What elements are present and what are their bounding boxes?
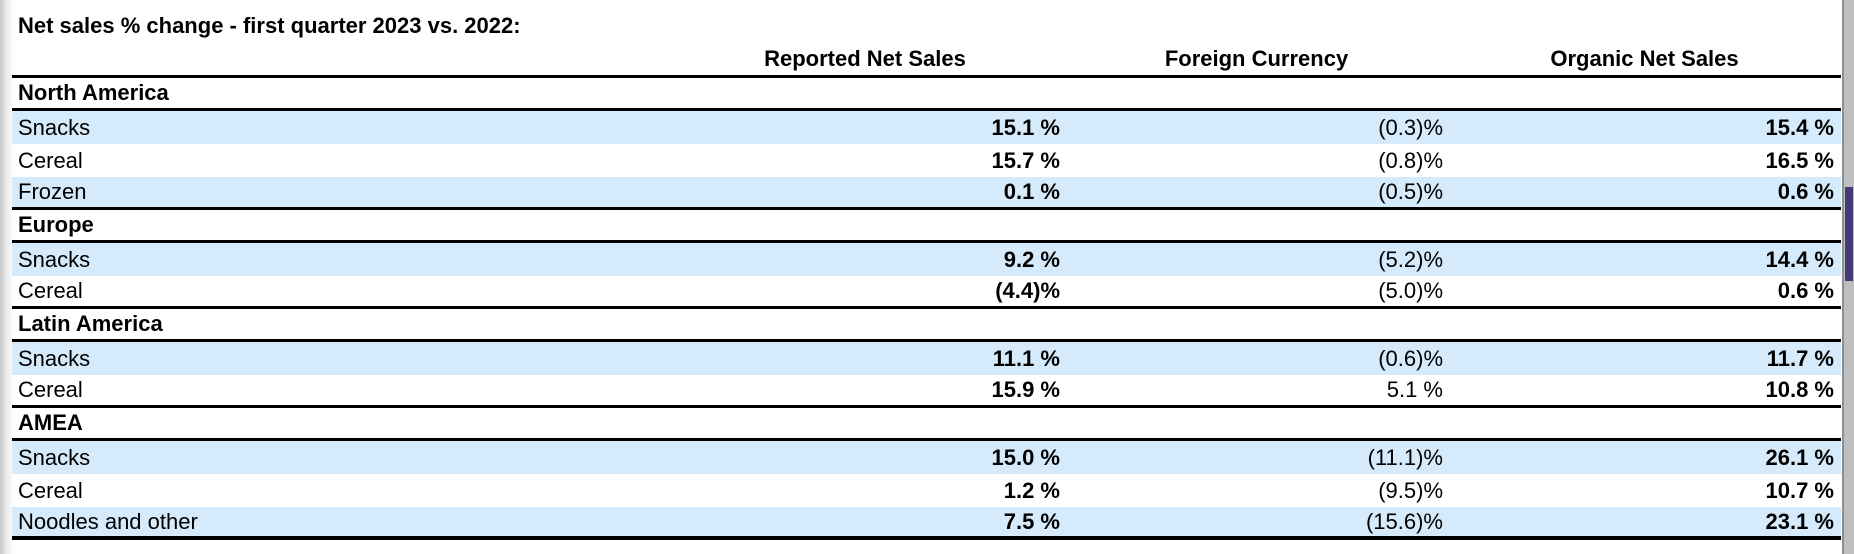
table-row: Cereal (4.4)% (5.0)% 0.6 % xyxy=(12,276,1841,309)
organic-net-sales-value: 26.1 % xyxy=(1765,444,1835,470)
reported-net-sales-value: 15.1 % xyxy=(991,114,1061,140)
net-sales-table: Reported Net Sales Foreign Currency Orga… xyxy=(12,42,1841,540)
reported-net-sales-value: 15.9 % xyxy=(991,377,1061,402)
foreign-currency-value: (5.0)% xyxy=(1378,278,1443,303)
foreign-currency-value: (0.8)% xyxy=(1378,147,1443,173)
table-row: Cereal 15.7 % (0.8)% 16.5 % xyxy=(12,144,1841,177)
row-label: Snacks xyxy=(18,246,91,272)
column-header-spacer xyxy=(12,42,665,75)
column-header-foreign-currency: Foreign Currency xyxy=(1164,46,1349,71)
table-row: Cereal 15.9 % 5.1 % 10.8 % xyxy=(12,375,1841,408)
table-row: Frozen 0.1 % (0.5)% 0.6 % xyxy=(12,177,1841,210)
row-label: Noodles and other xyxy=(18,508,198,534)
region-row: Europe xyxy=(12,210,1841,243)
row-label: Snacks xyxy=(18,114,91,140)
row-label: Cereal xyxy=(18,477,83,503)
reported-net-sales-value: 0.1 % xyxy=(1003,179,1060,204)
region-row: North America xyxy=(12,78,1841,111)
region-name: Europe xyxy=(18,212,94,237)
organic-net-sales-value: 0.6 % xyxy=(1777,278,1834,303)
reported-net-sales-value: 7.5 % xyxy=(1003,508,1060,534)
row-label: Cereal xyxy=(18,278,83,303)
reported-net-sales-value: 11.1 % xyxy=(992,345,1060,371)
reported-net-sales-value: 15.7 % xyxy=(991,147,1061,173)
reported-net-sales-value: 1.2 % xyxy=(1003,477,1060,503)
organic-net-sales-value: 14.4 % xyxy=(1765,246,1835,272)
row-label: Snacks xyxy=(18,345,91,371)
table-header-row: Reported Net Sales Foreign Currency Orga… xyxy=(12,42,1841,78)
organic-net-sales-value: 11.7 % xyxy=(1766,345,1834,371)
region-name: Latin America xyxy=(18,311,163,336)
row-label: Cereal xyxy=(18,147,83,173)
row-label: Frozen xyxy=(18,179,87,204)
column-header-organic-net-sales: Organic Net Sales xyxy=(1550,46,1739,71)
foreign-currency-value: 5.1 % xyxy=(1386,377,1443,402)
foreign-currency-value: (9.5)% xyxy=(1378,477,1443,503)
table-body: North America Snacks 15.1 % (0.3)% 15.4 % Cer… xyxy=(12,78,1841,540)
foreign-currency-value: (5.2)% xyxy=(1378,246,1443,272)
region-name: North America xyxy=(18,80,169,105)
region-row: Latin America xyxy=(12,309,1841,342)
row-label: Cereal xyxy=(18,377,83,402)
table-row: Snacks 15.0 % (11.1)% 26.1 % xyxy=(12,441,1841,474)
foreign-currency-value: (15.6)% xyxy=(1365,508,1443,534)
region-row: AMEA xyxy=(12,408,1841,441)
organic-net-sales-value: 15.4 % xyxy=(1765,114,1835,140)
foreign-currency-value: (0.5)% xyxy=(1378,179,1443,204)
foreign-currency-value: (0.6)% xyxy=(1378,345,1443,371)
row-label: Snacks xyxy=(18,444,91,470)
region-name: AMEA xyxy=(18,410,83,435)
table-row: Snacks 9.2 % (5.2)% 14.4 % xyxy=(12,243,1841,276)
foreign-currency-value: (0.3)% xyxy=(1378,114,1443,140)
table-row: Snacks 11.1 % (0.6)% 11.7 % xyxy=(12,342,1841,375)
organic-net-sales-value: 16.5 % xyxy=(1765,147,1835,173)
page-left-edge-shadow xyxy=(0,0,14,554)
foreign-currency-value: (11.1)% xyxy=(1367,444,1443,470)
organic-net-sales-value: 23.1 % xyxy=(1765,508,1835,534)
scrollbar-thumb[interactable] xyxy=(1845,187,1853,281)
table-title: Net sales % change - first quarter 2023 … xyxy=(18,13,521,38)
scrollbar-track[interactable] xyxy=(1842,0,1854,554)
organic-net-sales-value: 0.6 % xyxy=(1777,179,1834,204)
organic-net-sales-value: 10.7 % xyxy=(1765,477,1835,503)
reported-net-sales-value: 15.0 % xyxy=(991,444,1061,470)
table-row: Snacks 15.1 % (0.3)% 15.4 % xyxy=(12,111,1841,144)
table-row: Cereal 1.2 % (9.5)% 10.7 % xyxy=(12,474,1841,507)
reported-net-sales-value: 9.2 % xyxy=(1003,246,1060,272)
organic-net-sales-value: 10.8 % xyxy=(1765,377,1835,402)
table-row: Noodles and other 7.5 % (15.6)% 23.1 % xyxy=(12,507,1841,540)
reported-net-sales-value: (4.4)% xyxy=(995,278,1060,303)
column-header-reported-net-sales: Reported Net Sales xyxy=(764,46,966,71)
